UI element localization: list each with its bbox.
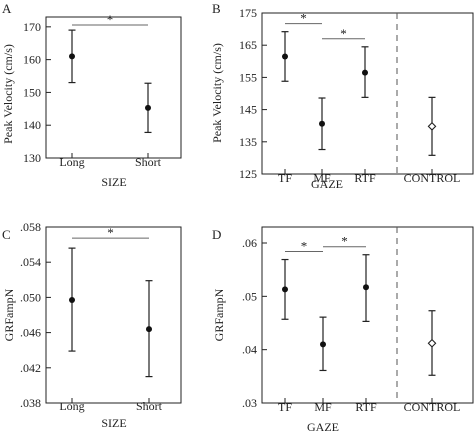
y-tick-label: .04 [242,343,257,357]
mean-marker-open [427,121,437,131]
significance-star: * [340,26,347,41]
panel-d: D .03 .04 .05 .06 GRFampN TF MF RTF CONTROL GAZE * * [212,226,474,434]
y-tick-label: 135 [239,135,257,149]
significance-star: * [107,225,114,240]
x-tick-label: Short [136,399,163,413]
significance-star: * [300,11,307,26]
x-axis-label: SIZE [101,416,126,430]
x-axis-label: SIZE [101,175,126,189]
mean-marker [69,53,75,60]
y-tick-label: 130 [23,151,41,165]
y-tick-label: .058 [20,220,41,234]
mean-marker-open [427,338,437,348]
x-tick-label: CONTROL [404,171,461,185]
panel-label: C [2,227,11,242]
panel-label: D [212,227,221,242]
y-tick-label: .050 [20,290,41,304]
mean-marker [146,326,152,333]
significance-star: * [341,234,348,249]
y-tick-label: 155 [239,70,257,84]
y-tick-label: 140 [23,118,41,132]
y-tick-label: 160 [23,53,41,67]
y-tick-label: .03 [242,396,257,410]
y-tick-label: .042 [20,361,41,375]
x-axis-label: GAZE [311,177,343,191]
y-tick-label: .06 [242,236,257,250]
y-tick-label: 150 [23,85,41,99]
y-tick-label: .038 [20,396,41,410]
x-tick-label: RTF [354,171,376,185]
y-tick-label: 175 [239,6,257,20]
x-tick-label: Short [135,155,162,169]
plot-frame [45,226,182,404]
significance-star: * [107,12,114,27]
mean-marker [363,284,369,291]
plot-frame [261,12,474,175]
x-tick-label: Long [59,399,84,413]
y-tick-label: 145 [239,103,257,117]
x-tick-label: Long [59,155,84,169]
x-tick-label: RTF [355,400,377,414]
y-axis-label: Peak Velocity (cm/s) [210,43,224,143]
y-tick-label: 165 [239,38,257,52]
x-axis-label: GAZE [307,420,339,434]
panel-b: B 125 135 145 155 165 175 Peak Velocity (cm/s) T… [210,1,474,191]
mean-marker [69,297,75,304]
mean-marker [319,120,325,127]
y-tick-label: .054 [20,255,41,269]
panel-a: A 130 140 150 160 170 Peak Velocity (cm/s) Long… [1,1,182,189]
mean-marker [320,341,326,348]
mean-marker [362,69,368,76]
mean-marker [282,53,288,60]
plot-frame [45,16,182,159]
panel-c: C .038 .042 .046 .050 .054 .058 GRFampN Long Shor… [2,220,182,430]
y-tick-label: .05 [242,289,257,303]
y-axis-label: GRFampN [2,288,16,341]
plot-frame [261,226,474,404]
y-tick-label: .046 [20,326,41,340]
mean-marker [282,286,288,293]
x-tick-label: TF [278,400,292,414]
x-tick-label: MF [313,171,331,185]
y-tick-label: 170 [23,20,41,34]
mean-marker [145,104,151,111]
significance-star: * [301,239,308,254]
y-axis-label: GRFampN [212,288,226,341]
y-tick-label: 125 [239,167,257,181]
x-tick-label: TF [278,171,292,185]
panel-label: B [212,1,221,16]
x-tick-label: CONTROL [404,400,461,414]
panel-label: A [2,1,12,16]
x-tick-label: MF [314,400,332,414]
y-axis-label: Peak Velocity (cm/s) [1,44,15,144]
